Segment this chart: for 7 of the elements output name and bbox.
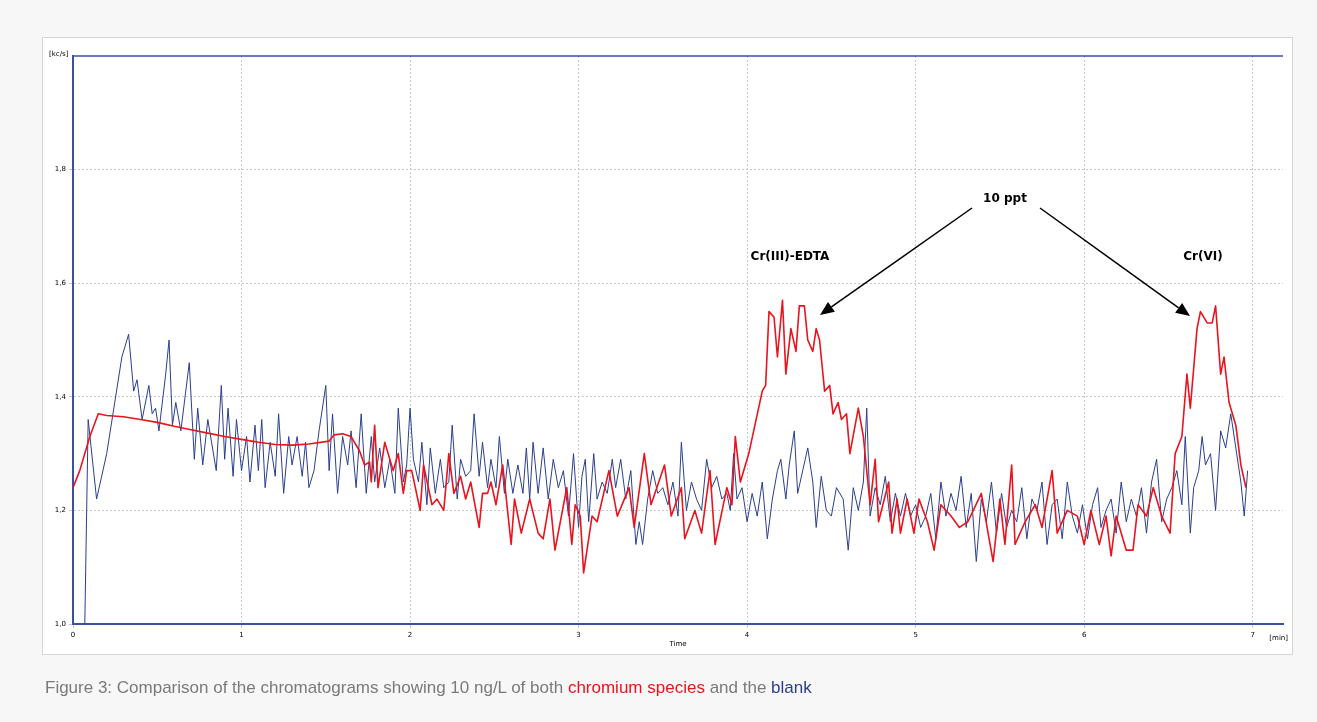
caption: Figure 3: Comparison of the chromatograms showing 10 ng/L of both [45, 678, 564, 697]
annotation: Cr(VI) [1183, 249, 1223, 264]
text: chromium species [567, 678, 705, 697]
annotation: Cr(III)-EDTA [750, 249, 831, 264]
annotation: 10 ppt [983, 191, 1028, 206]
text: blank [771, 678, 812, 697]
text: and the [709, 678, 767, 697]
